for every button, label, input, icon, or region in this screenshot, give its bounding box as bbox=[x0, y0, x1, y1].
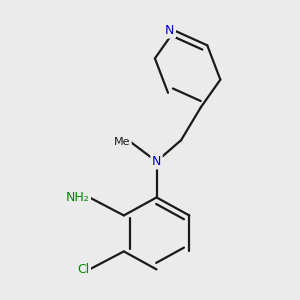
Text: N: N bbox=[152, 155, 161, 168]
Text: NH₂: NH₂ bbox=[66, 191, 89, 204]
Text: N: N bbox=[165, 24, 175, 37]
Text: Cl: Cl bbox=[77, 263, 89, 276]
Text: Me: Me bbox=[114, 137, 130, 147]
